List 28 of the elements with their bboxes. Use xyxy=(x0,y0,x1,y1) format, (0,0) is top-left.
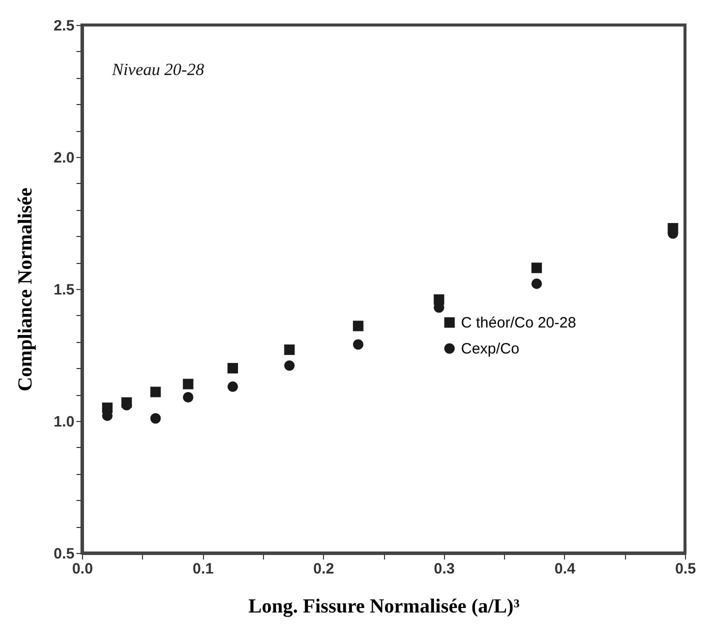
point xyxy=(531,262,542,274)
point xyxy=(150,386,161,398)
legend-label: Cexp/Co xyxy=(461,340,520,358)
point xyxy=(150,413,161,424)
point xyxy=(228,381,238,392)
point xyxy=(352,320,364,332)
x-tick-label: 0.2 xyxy=(313,560,334,578)
x-axis-title: Long. Fissure Normalisée (a/L)³ xyxy=(248,596,520,618)
x-tick-label: 0.1 xyxy=(192,560,214,578)
y-tick-label: 2.0 xyxy=(54,150,74,166)
x-tick-label: 0.5 xyxy=(675,560,696,578)
y-tick-label: 1.5 xyxy=(54,282,74,298)
annotation: Niveau 20-28 xyxy=(111,60,205,79)
x-tick-label: 0.4 xyxy=(554,560,576,578)
point xyxy=(284,360,295,371)
point xyxy=(182,378,194,390)
point xyxy=(284,344,295,355)
point xyxy=(352,339,364,350)
legend-label: C théor/Co 20-28 xyxy=(461,314,576,332)
y-tick-label: 1.0 xyxy=(54,414,74,430)
x-tick-label: 0.0 xyxy=(72,560,93,578)
point xyxy=(228,362,238,374)
y-tick-label: 0.5 xyxy=(54,546,74,562)
y-tick-label: 2.5 xyxy=(54,18,74,34)
point xyxy=(531,278,542,289)
point xyxy=(182,392,194,402)
x-tick-label: 0.3 xyxy=(434,560,455,578)
y-axis-title: Compliance Normalisée xyxy=(14,187,37,392)
